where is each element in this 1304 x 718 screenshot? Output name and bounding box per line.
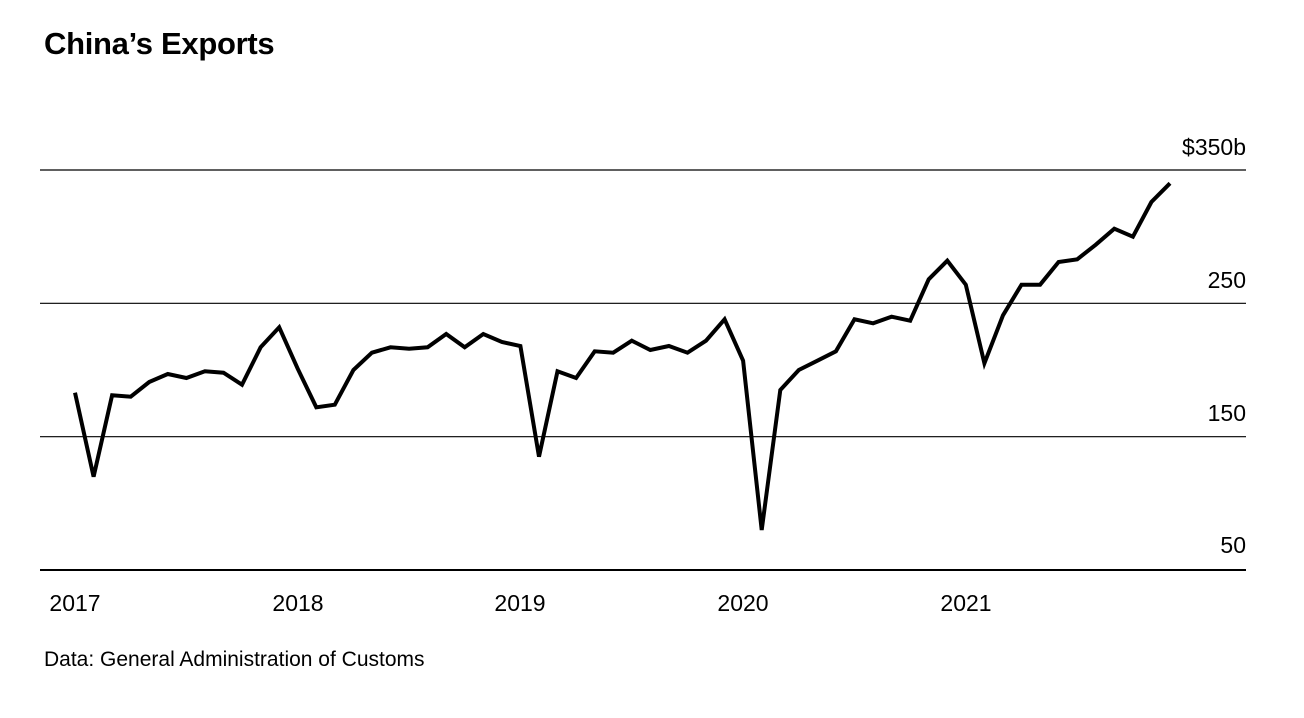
exports-line-series <box>73 181 1172 531</box>
y-axis-label-50: 50 <box>1220 532 1246 558</box>
x-axis-label-2019: 2019 <box>494 590 546 616</box>
x-axis-label-2021: 2021 <box>940 590 992 616</box>
source-note: Data: General Administration of Customs <box>44 648 425 671</box>
x-axis-label-2018: 2018 <box>272 590 324 616</box>
y-axis-label-350: $350b <box>1182 134 1246 160</box>
x-axis-label-2017: 2017 <box>49 590 101 616</box>
y-axis-label-150: 150 <box>1207 400 1246 426</box>
y-axis-label-250: 250 <box>1207 267 1246 293</box>
x-axis-label-2020: 2020 <box>717 590 769 616</box>
chart-title: China’s Exports <box>44 26 275 61</box>
